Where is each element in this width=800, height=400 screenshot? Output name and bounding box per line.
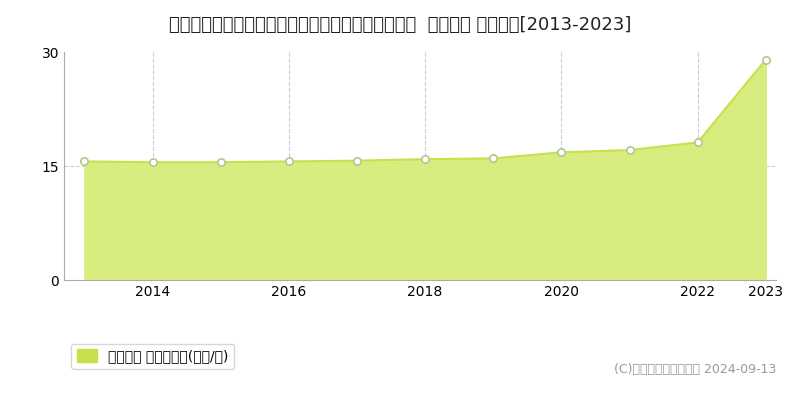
- Point: [282, 158, 295, 165]
- Point: [623, 147, 636, 153]
- Text: 北海道札幌市清田区北野３条３丁目１５８番６０外  地価公示 地価推移[2013-2023]: 北海道札幌市清田区北野３条３丁目１５８番６０外 地価公示 地価推移[2013-2…: [169, 16, 631, 34]
- Point: [487, 155, 500, 162]
- Point: [146, 159, 159, 166]
- Point: [78, 158, 91, 165]
- Point: [759, 56, 772, 63]
- Point: [214, 159, 227, 166]
- Point: [555, 149, 568, 156]
- Legend: 地価公示 平均坪単価(万円/坪): 地価公示 平均坪単価(万円/坪): [71, 344, 234, 369]
- Point: [418, 156, 431, 162]
- Text: (C)土地価格ドットコム 2024-09-13: (C)土地価格ドットコム 2024-09-13: [614, 363, 776, 376]
- Point: [691, 139, 704, 146]
- Point: [350, 158, 363, 164]
